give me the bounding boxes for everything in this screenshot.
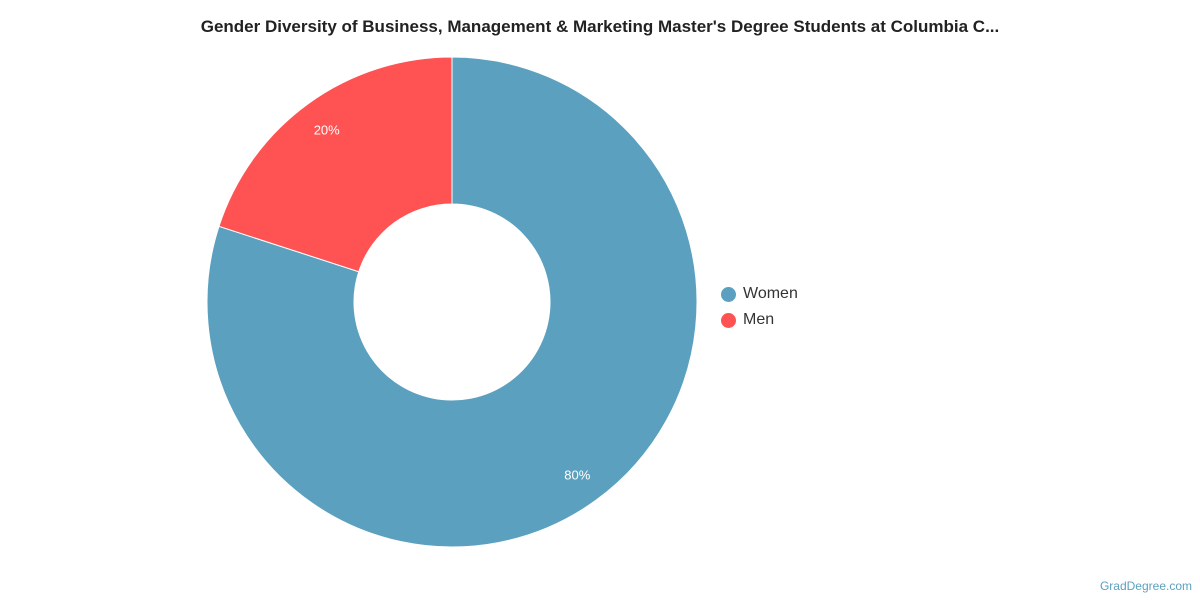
legend-item-men[interactable]: Men <box>721 307 798 333</box>
slice-women[interactable] <box>206 56 698 548</box>
data-label: 80% <box>564 467 590 482</box>
legend-marker-women <box>721 286 736 302</box>
chart-title: Gender Diversity of Business, Management… <box>200 17 1000 36</box>
legend-label: Men <box>743 311 775 328</box>
data-label: 20% <box>314 123 340 138</box>
legend-label: Women <box>743 285 798 302</box>
credit-link[interactable]: GradDegree.com <box>1099 579 1192 593</box>
legend: Women Men <box>721 281 798 333</box>
slice-men[interactable] <box>218 56 453 273</box>
legend-marker-men <box>721 312 736 328</box>
legend-item-women[interactable]: Women <box>721 281 798 307</box>
